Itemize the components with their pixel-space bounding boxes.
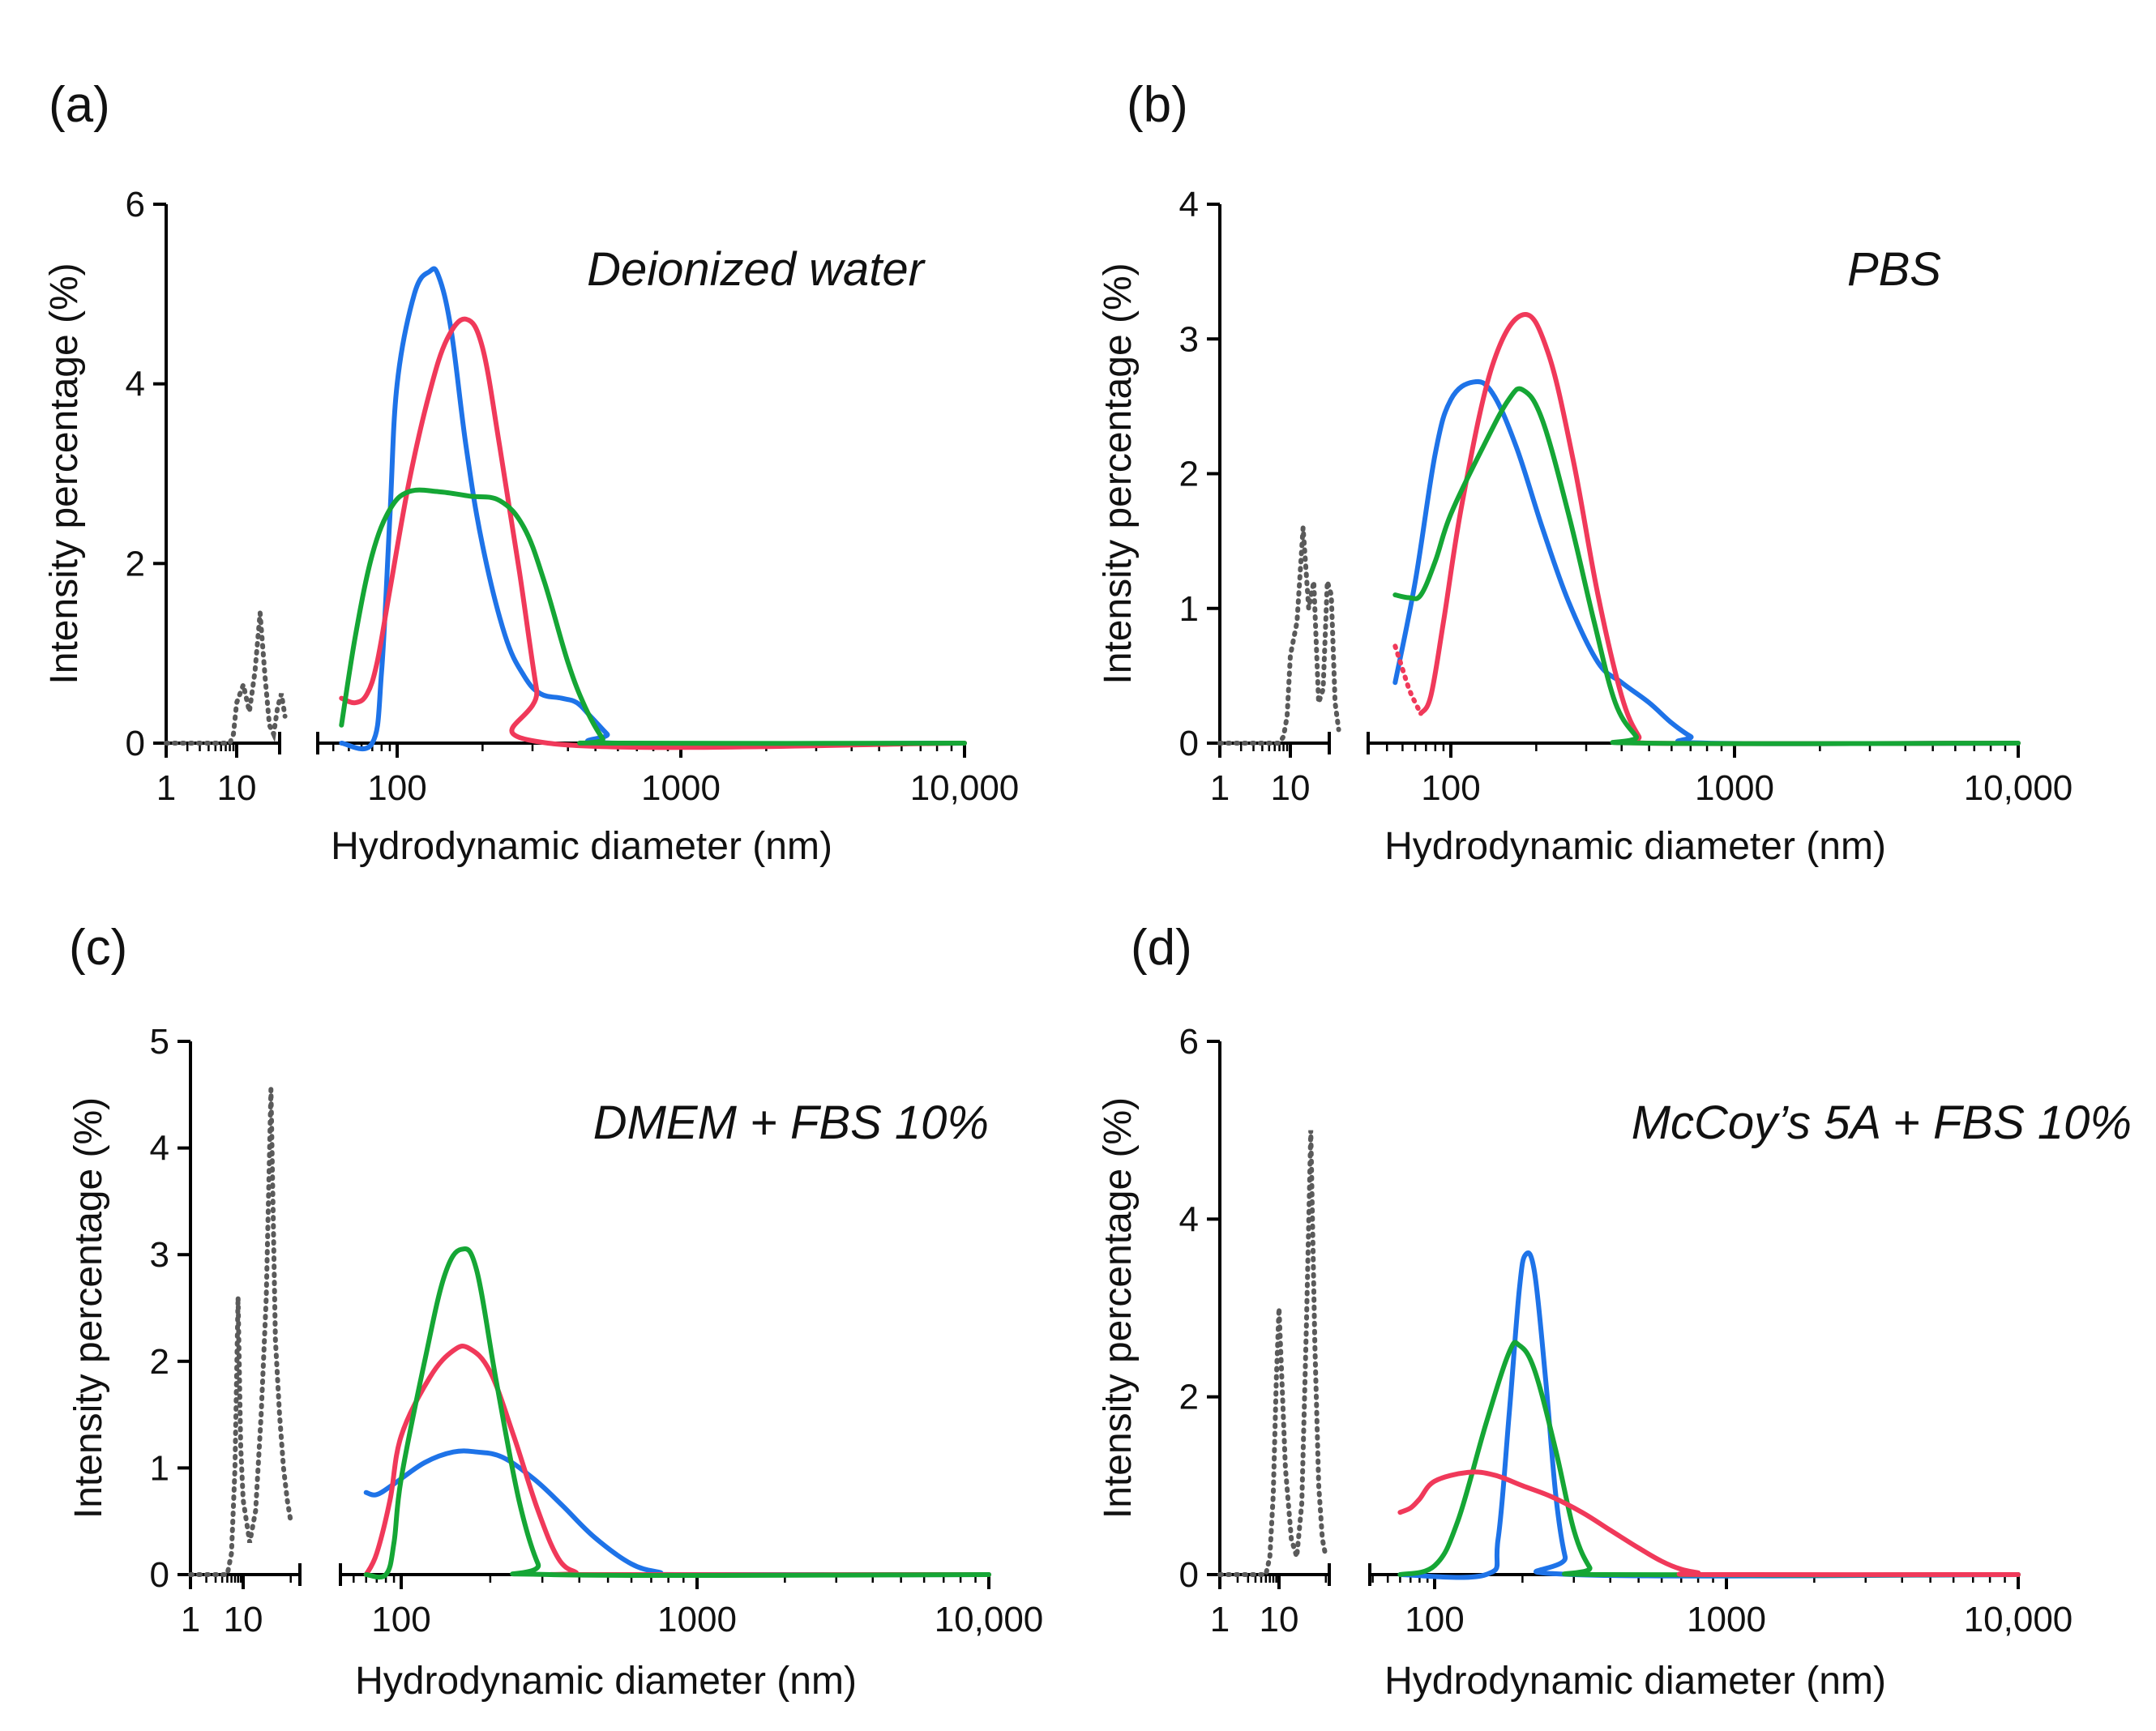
y-tick-label: 2 bbox=[126, 544, 145, 583]
y-tick-label: 1 bbox=[1179, 589, 1199, 629]
series-line-blue bbox=[1392, 378, 2021, 746]
series-line-blue bbox=[363, 1448, 991, 1578]
x-axis-title: Hydrodynamic diameter (nm) bbox=[331, 825, 832, 868]
x-tick-label: 10,000 bbox=[910, 768, 1020, 808]
x-tick-label: 100 bbox=[371, 1600, 430, 1639]
y-tick-label: 0 bbox=[126, 724, 145, 763]
series-line-gray-dotted bbox=[164, 613, 288, 746]
panel-title: Deionized water bbox=[587, 243, 926, 296]
y-tick-label: 1 bbox=[150, 1448, 169, 1488]
x-tick-label: 1000 bbox=[1695, 768, 1774, 808]
x-tick-label: 1000 bbox=[641, 768, 721, 808]
x-tick-label: 10 bbox=[224, 1600, 263, 1639]
y-tick-label: 2 bbox=[150, 1342, 169, 1382]
y-tick-label: 4 bbox=[1179, 185, 1199, 224]
series-line-gray-dotted bbox=[1217, 1130, 1328, 1577]
x-axis-title: Hydrodynamic diameter (nm) bbox=[1384, 825, 1886, 868]
y-tick-label: 2 bbox=[1179, 455, 1199, 494]
panel-letter: (b) bbox=[1127, 77, 1188, 133]
x-tick-label: 1 bbox=[181, 1600, 200, 1639]
series-line-blue bbox=[1397, 1250, 2021, 1580]
y-tick-label: 4 bbox=[1179, 1199, 1199, 1239]
series-line-green bbox=[339, 487, 967, 746]
x-tick-label: 10,000 bbox=[1964, 768, 2073, 808]
x-tick-label: 10,000 bbox=[935, 1600, 1044, 1639]
y-tick-label: 3 bbox=[150, 1235, 169, 1275]
x-axis-title: Hydrodynamic diameter (nm) bbox=[1384, 1660, 1886, 1703]
series-line-red-dotted bbox=[1392, 643, 1423, 716]
y-tick-label: 2 bbox=[1179, 1378, 1199, 1417]
x-axis-title: Hydrodynamic diameter (nm) bbox=[355, 1660, 857, 1703]
x-tick-label: 1000 bbox=[1687, 1600, 1766, 1639]
panel-letter: (d) bbox=[1131, 920, 1192, 976]
series-line-red bbox=[1397, 1469, 2021, 1578]
x-tick-label: 10 bbox=[217, 768, 257, 808]
y-axis-title: Intensity percentage (%) bbox=[67, 1097, 110, 1519]
y-tick-label: 0 bbox=[1179, 724, 1199, 763]
y-tick-label: 6 bbox=[1179, 1022, 1199, 1062]
y-tick-label: 6 bbox=[126, 185, 145, 224]
y-tick-label: 0 bbox=[1179, 1555, 1199, 1595]
panel-d: (d) McCoy’s 5A + FBS 10% 0 2 4 6 Intensity per… bbox=[1097, 920, 2132, 1703]
x-tick-label: 1 bbox=[156, 768, 176, 808]
panel-a: (a) Deionized water 0 2 4 6 Intensity percenta… bbox=[43, 77, 1019, 868]
series-line-gray-dotted bbox=[188, 1089, 293, 1577]
y-tick-label: 0 bbox=[150, 1555, 169, 1595]
x-tick-label: 10,000 bbox=[1964, 1600, 2073, 1639]
y-tick-label: 5 bbox=[150, 1022, 169, 1062]
series-line-green bbox=[1397, 1340, 2021, 1578]
x-tick-label: 100 bbox=[1405, 1600, 1464, 1639]
x-tick-label: 10 bbox=[1260, 1600, 1299, 1639]
y-tick-label: 4 bbox=[150, 1129, 169, 1169]
x-tick-label: 1 bbox=[1210, 768, 1230, 808]
series-line-red bbox=[363, 1344, 991, 1578]
panel-letter: (c) bbox=[69, 920, 127, 976]
panel-title: PBS bbox=[1847, 243, 1941, 296]
x-tick-label: 100 bbox=[1421, 768, 1480, 808]
series-line-red bbox=[1418, 312, 2021, 746]
x-tick-label: 10 bbox=[1271, 768, 1311, 808]
y-axis-title: Intensity percentage (%) bbox=[1097, 1097, 1140, 1519]
y-axis-title: Intensity percentage (%) bbox=[1097, 263, 1140, 684]
y-axis-title: Intensity percentage (%) bbox=[43, 263, 86, 684]
panel-title: McCoy’s 5A + FBS 10% bbox=[1632, 1096, 2132, 1149]
panel-letter: (a) bbox=[49, 77, 110, 133]
series-line-gray-dotted bbox=[1217, 527, 1341, 746]
series-line-red bbox=[339, 316, 967, 750]
series-line-green bbox=[1392, 386, 2021, 746]
series-line-green bbox=[363, 1246, 991, 1580]
series-line-blue bbox=[339, 266, 967, 752]
y-tick-label: 4 bbox=[126, 365, 145, 404]
x-tick-label: 1000 bbox=[657, 1600, 737, 1639]
y-tick-label: 3 bbox=[1179, 319, 1199, 359]
x-tick-label: 1 bbox=[1210, 1600, 1230, 1639]
panel-title: DMEM + FBS 10% bbox=[593, 1096, 989, 1149]
x-tick-label: 100 bbox=[367, 768, 426, 808]
